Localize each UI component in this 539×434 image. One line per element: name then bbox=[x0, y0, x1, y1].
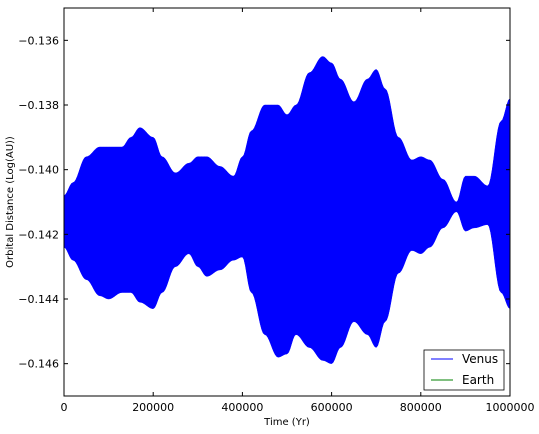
y-axis: −0.146 −0.144 −0.142 −0.140 −0.138 −0.136 bbox=[18, 34, 510, 371]
x-axis: 0 200000 400000 600000 800000 1000000 bbox=[61, 8, 535, 414]
x-tick-label: 800000 bbox=[400, 401, 442, 414]
plot-frame bbox=[63, 7, 511, 397]
y-tick-label: −0.146 bbox=[18, 358, 59, 371]
legend-box bbox=[423, 349, 505, 391]
x-tick-label: 600000 bbox=[311, 401, 353, 414]
y-tick-label: −0.144 bbox=[18, 293, 59, 306]
x-tick-label: 1000000 bbox=[486, 401, 535, 414]
legend: Venus Earth bbox=[423, 349, 505, 391]
x-tick-label: 0 bbox=[61, 401, 68, 414]
x-tick-label: 200000 bbox=[132, 401, 174, 414]
y-axis-label: Orbital Distance (Log(AU)) bbox=[5, 136, 16, 268]
y-tick-label: −0.142 bbox=[18, 228, 59, 241]
series-venus-band bbox=[63, 56, 511, 364]
y-tick-label: −0.138 bbox=[18, 99, 59, 112]
y-tick-label: −0.140 bbox=[18, 164, 59, 177]
x-tick-label: 400000 bbox=[221, 401, 263, 414]
plot-area-data bbox=[63, 56, 511, 364]
y-tick-label: −0.136 bbox=[18, 34, 59, 47]
x-axis-label: Time (Yr) bbox=[263, 417, 310, 428]
legend-label-venus: Venus bbox=[462, 352, 498, 366]
legend-label-earth: Earth bbox=[462, 373, 494, 387]
